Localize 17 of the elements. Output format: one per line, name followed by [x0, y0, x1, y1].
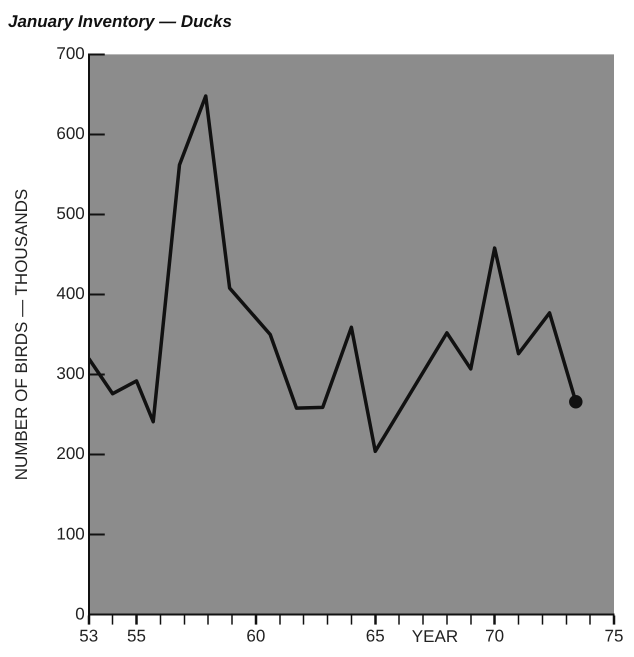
x-tick-label: 70 — [485, 626, 504, 646]
y-tick-label: 600 — [56, 124, 85, 144]
y-tick-label: 700 — [56, 44, 85, 64]
x-tick-label: 75 — [604, 626, 624, 646]
x-tick-label: 60 — [246, 626, 266, 646]
y-tick-label: 100 — [56, 524, 85, 544]
chart-title: January Inventory — Ducks — [8, 12, 232, 31]
x-tick-label: 55 — [127, 626, 146, 646]
y-tick-label: 0 — [75, 604, 85, 624]
y-tick-label: 200 — [56, 444, 85, 464]
x-tick-label: 53 — [79, 626, 98, 646]
y-axis-title: NUMBER OF BIRDS — THOUSANDS — [12, 188, 31, 480]
x-tick-label: 65 — [366, 626, 385, 646]
x-axis-title: YEAR — [412, 626, 458, 646]
y-tick-label: 300 — [56, 364, 85, 384]
y-tick-label: 400 — [56, 284, 85, 304]
y-tick-label: 500 — [56, 204, 85, 224]
